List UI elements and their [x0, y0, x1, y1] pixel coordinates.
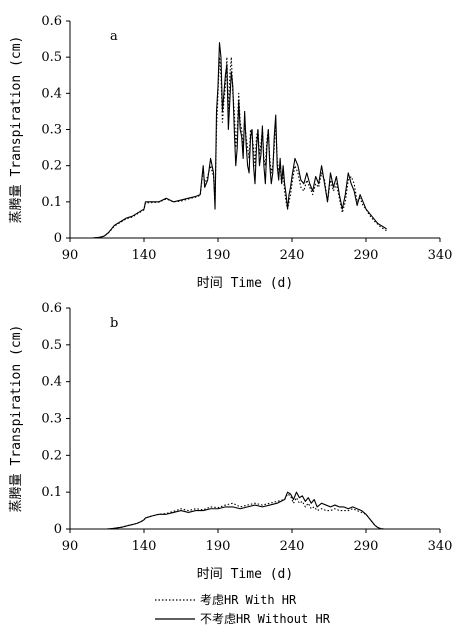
x-tick-label: 340 — [428, 248, 453, 263]
x-tick-label: 90 — [62, 248, 79, 263]
series-line-with-hr — [106, 493, 384, 530]
y-tick-label: 0 — [54, 231, 62, 246]
x-tick-label: 190 — [206, 539, 231, 554]
y-tick-label: 0.1 — [41, 195, 62, 210]
x-tick-label: 240 — [280, 539, 305, 554]
x-tick-label: 290 — [354, 539, 379, 554]
y-tick-label: 0.6 — [41, 301, 62, 316]
x-tick-label: 140 — [132, 248, 157, 263]
y-tick-label: 0.5 — [41, 338, 62, 353]
legend-label-without-hr: 不考虑HR Without HR — [200, 612, 331, 626]
y-tick-label: 0.4 — [41, 86, 62, 101]
legend: 考虑HR With HR 不考虑HR Without HR — [155, 593, 331, 626]
y-axis-label: 蒸腾量 Transpiration (cm) — [8, 325, 24, 513]
x-tick-label: 240 — [280, 248, 305, 263]
y-tick-label: 0.2 — [41, 159, 62, 174]
x-tick-label: 140 — [132, 539, 157, 554]
series-line-without-hr — [84, 42, 388, 239]
y-tick-label: 0.6 — [41, 14, 62, 29]
y-tick-label: 0.4 — [41, 375, 62, 390]
x-tick-label: 340 — [428, 539, 453, 554]
y-tick-label: 0.3 — [41, 123, 62, 138]
x-tick-label: 190 — [206, 248, 231, 263]
y-tick-label: 0.5 — [41, 50, 62, 65]
x-tick-label: 290 — [354, 248, 379, 263]
panel-b: 0 0.1 0.2 0.3 0.4 0.5 0.6 90 140 190 240 290 340 时间 T… — [8, 301, 452, 582]
legend-label-with-hr: 考虑HR With HR — [200, 593, 297, 607]
y-tick-label: 0.1 — [41, 485, 62, 500]
x-axis-label: 时间 Time (d) — [197, 276, 293, 291]
y-axis-label: 蒸腾量 Transpiration (cm) — [8, 36, 24, 224]
y-tick-label: 0 — [54, 522, 62, 537]
panel-label: a — [110, 29, 118, 44]
x-axis-label: 时间 Time (d) — [197, 567, 293, 582]
y-tick-label: 0.2 — [41, 448, 62, 463]
panel-a: 0 0.1 0.2 0.3 0.4 0.5 0.6 90 140 190 240 290 340 时间 T… — [8, 14, 452, 291]
series-line-without-hr — [106, 491, 384, 530]
series-line-with-hr — [84, 56, 388, 239]
x-tick-label: 90 — [62, 539, 79, 554]
y-tick-label: 0.3 — [41, 412, 62, 427]
panel-label: b — [110, 316, 118, 331]
